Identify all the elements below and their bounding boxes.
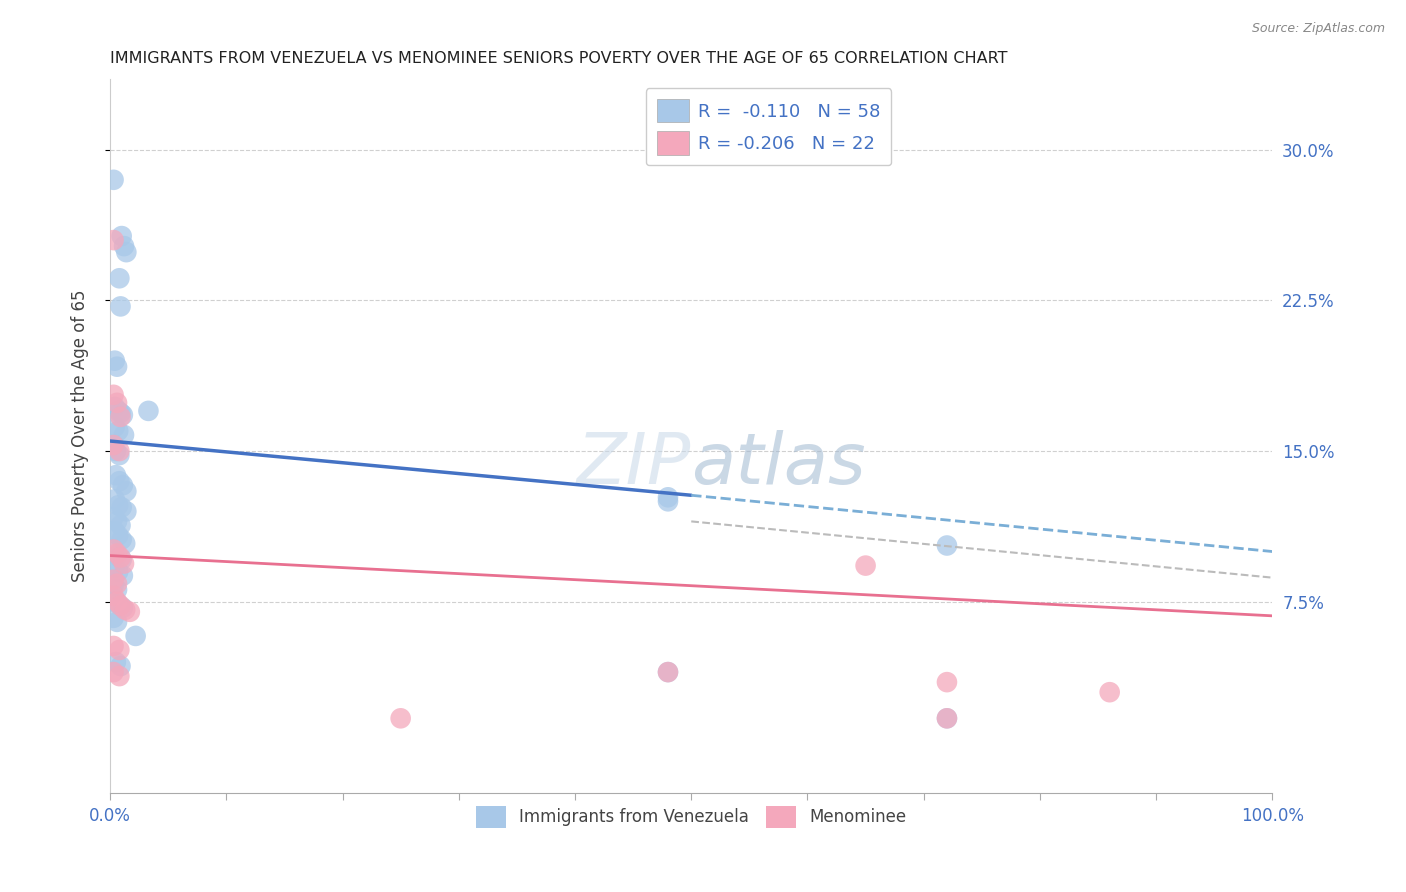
Point (111, 600, 134, 615)
Point (657, 665, 679, 679)
Point (108, 444, 131, 458)
Point (107, 499, 129, 513)
Point (107, 565, 129, 579)
Point (108, 669, 131, 683)
Point (111, 533, 134, 547)
Y-axis label: Seniors Poverty Over the Age of 65: Seniors Poverty Over the Age of 65 (72, 290, 89, 582)
Point (105, 359, 128, 374)
Point (110, 409, 132, 424)
Point (110, 299, 132, 313)
Point (657, 490, 679, 504)
Point (118, 605, 141, 619)
Point (115, 504, 138, 518)
Point (111, 500, 134, 515)
Point (110, 599, 132, 613)
Point (104, 420, 127, 434)
Point (103, 173, 125, 187)
Point (104, 492, 127, 507)
Text: atlas: atlas (692, 430, 866, 499)
Point (936, 675, 959, 690)
Point (103, 388, 125, 402)
Point (138, 404, 160, 418)
Point (103, 233, 125, 247)
Point (105, 515, 128, 529)
Point (103, 542, 125, 557)
Point (112, 428, 135, 442)
Point (104, 353, 127, 368)
Text: IMMIGRANTS FROM VENEZUELA VS MENOMINEE SENIORS POVERTY OVER THE AGE OF 65 CORREL: IMMIGRANTS FROM VENEZUELA VS MENOMINEE S… (110, 51, 1008, 66)
Point (114, 603, 136, 617)
Point (104, 444, 127, 458)
Point (107, 424, 129, 438)
Point (103, 579, 125, 593)
Point (105, 582, 128, 597)
Point (103, 665, 125, 679)
Point (103, 510, 125, 524)
Text: ZIP: ZIP (576, 430, 692, 499)
Point (107, 528, 129, 542)
Point (111, 408, 134, 422)
Point (105, 595, 128, 609)
Point (108, 448, 131, 462)
Point (110, 518, 132, 533)
Point (103, 639, 125, 653)
Legend: Immigrants from Venezuela, Menominee: Immigrants from Venezuela, Menominee (470, 799, 912, 834)
Point (111, 568, 134, 582)
Point (111, 478, 134, 492)
Point (103, 438, 125, 452)
Point (110, 406, 132, 420)
Point (105, 547, 128, 561)
Point (110, 550, 132, 565)
Point (855, 558, 877, 573)
Point (936, 711, 959, 725)
Point (103, 544, 125, 558)
Point (108, 643, 131, 657)
Point (389, 711, 412, 725)
Point (105, 549, 128, 563)
Point (107, 404, 129, 418)
Point (657, 665, 679, 679)
Point (105, 576, 128, 591)
Point (103, 589, 125, 603)
Text: Source: ZipAtlas.com: Source: ZipAtlas.com (1251, 22, 1385, 36)
Point (657, 494, 679, 508)
Point (115, 245, 138, 260)
Point (114, 536, 136, 550)
Point (108, 271, 131, 285)
Point (104, 524, 127, 539)
Point (107, 597, 129, 611)
Point (105, 615, 128, 629)
Point (115, 484, 138, 499)
Point (936, 539, 959, 553)
Point (104, 655, 127, 669)
Point (110, 659, 132, 673)
Point (111, 229, 134, 244)
Point (112, 239, 135, 253)
Point (103, 438, 125, 452)
Point (104, 468, 127, 483)
Point (103, 611, 125, 625)
Point (112, 557, 135, 571)
Point (104, 560, 127, 574)
Point (103, 573, 125, 587)
Point (105, 396, 128, 410)
Point (1098, 685, 1121, 699)
Point (108, 474, 131, 488)
Point (111, 552, 134, 566)
Point (104, 400, 127, 414)
Point (936, 711, 959, 725)
Point (124, 629, 146, 643)
Point (104, 592, 127, 607)
